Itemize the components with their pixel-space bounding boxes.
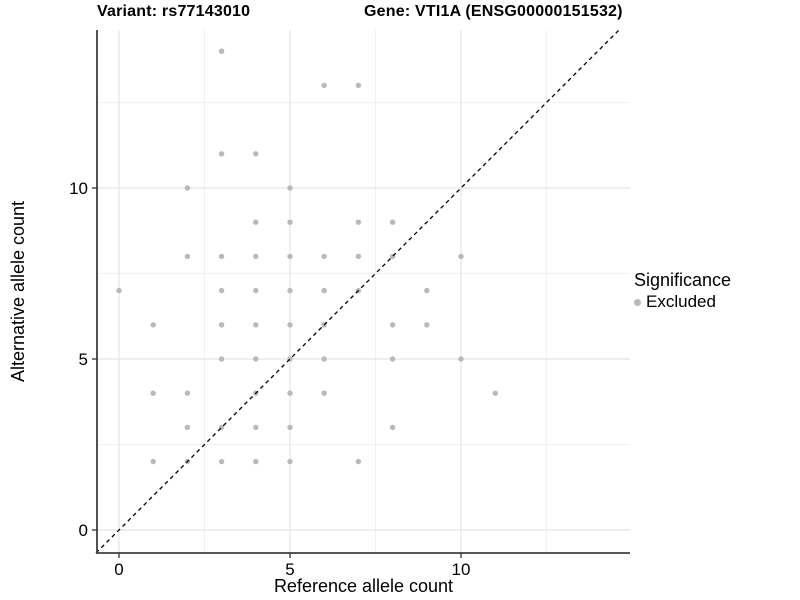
x-axis-tick-label: 10 <box>452 560 471 579</box>
data-point <box>287 253 293 260</box>
data-point <box>287 322 293 328</box>
data-point <box>184 390 191 396</box>
legend-title: Significance <box>634 270 732 290</box>
data-point <box>253 219 259 225</box>
y-axis-title: Alternative allele count <box>8 201 28 382</box>
data-point <box>218 151 225 157</box>
data-point <box>321 390 327 396</box>
data-point <box>218 356 225 362</box>
data-point <box>287 424 293 431</box>
data-point <box>253 458 259 465</box>
plot-title-variant: Variant: rs77143010 <box>97 3 251 20</box>
data-point <box>492 390 498 396</box>
data-point <box>218 253 225 260</box>
data-point <box>389 424 396 431</box>
legend-item-excluded: Excluded <box>634 292 731 312</box>
x-axis-tick-label: 0 <box>114 560 123 579</box>
data-point <box>184 185 191 191</box>
legend-point-icon <box>634 298 641 306</box>
data-point <box>184 424 191 431</box>
data-point <box>458 253 464 260</box>
data-point <box>253 253 259 260</box>
data-point <box>287 287 293 294</box>
data-point <box>150 390 156 396</box>
data-point <box>355 253 362 260</box>
data-point <box>253 356 259 362</box>
data-point <box>321 82 327 89</box>
data-point <box>253 151 259 157</box>
y-axis-tick-label: 0 <box>79 521 88 540</box>
data-point <box>458 356 464 362</box>
y-axis-tick-label: 10 <box>69 179 88 198</box>
data-point <box>424 322 430 328</box>
data-point <box>253 287 259 294</box>
data-point <box>218 48 225 54</box>
legend: Significance Excluded <box>634 269 731 312</box>
data-point <box>116 287 122 294</box>
y-axis-tick-label: 5 <box>79 350 88 369</box>
data-point <box>218 458 225 465</box>
data-point <box>389 356 396 362</box>
data-point <box>424 287 430 294</box>
data-point <box>253 424 259 431</box>
data-point <box>321 356 327 362</box>
data-point <box>218 287 225 294</box>
data-point <box>150 458 156 465</box>
data-point <box>287 458 293 465</box>
data-point <box>150 322 156 328</box>
identity-line <box>95 29 620 554</box>
data-point <box>253 322 259 328</box>
data-point <box>287 219 293 225</box>
data-point <box>355 219 362 225</box>
x-axis-title: Reference allele count <box>274 576 453 596</box>
data-point <box>355 82 362 89</box>
data-point <box>218 322 225 328</box>
plot-title-gene: Gene: VTI1A (ENSG00000151532) <box>364 3 623 20</box>
legend-item-label: Excluded <box>646 292 716 311</box>
data-point <box>321 287 327 294</box>
data-point <box>287 390 293 396</box>
data-point <box>184 253 191 260</box>
x-axis-tick-label: 5 <box>285 560 294 579</box>
data-point <box>389 219 396 225</box>
data-point <box>355 458 362 465</box>
data-point <box>287 185 293 191</box>
data-point <box>389 322 396 328</box>
data-point <box>321 253 327 260</box>
